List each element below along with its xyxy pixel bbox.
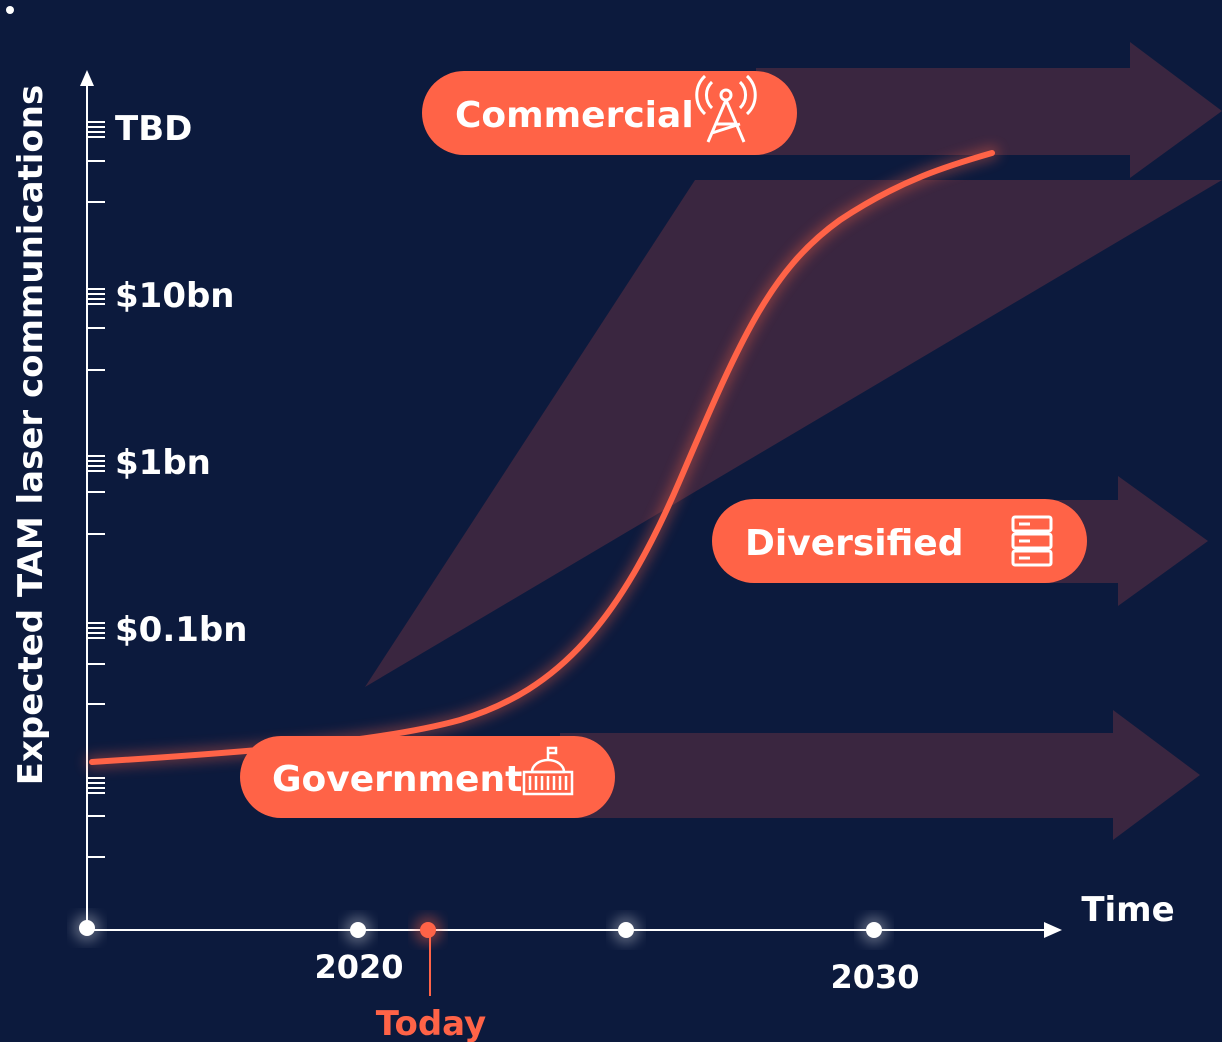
segment-label: Diversified xyxy=(745,523,964,564)
commercial-arrow xyxy=(756,42,1222,178)
segment-label: Government xyxy=(272,759,522,800)
government-arrow xyxy=(560,710,1200,840)
y-tick-label: $0.1bn xyxy=(115,610,247,650)
x-tick-label: 2020 xyxy=(314,948,403,986)
server-icon xyxy=(1011,515,1053,567)
x-axis-label: Time xyxy=(1081,890,1174,930)
segment-label: Commercial xyxy=(455,95,694,136)
y-axis-label: Expected TAM laser communications xyxy=(11,85,51,785)
y-tick-label: $10bn xyxy=(115,276,235,316)
commercial-pill xyxy=(422,71,797,155)
y-tick-label: $1bn xyxy=(115,443,211,483)
x-arrow xyxy=(1044,922,1062,938)
today-label: Today xyxy=(376,1004,486,1042)
bands xyxy=(365,42,1222,840)
diversified-pill xyxy=(712,499,1087,583)
y-tick-label: TBD xyxy=(115,109,192,149)
tower-icon xyxy=(695,74,757,143)
building-icon xyxy=(522,746,574,796)
y-arrow xyxy=(80,70,94,86)
axes xyxy=(80,70,1062,938)
x-dots xyxy=(73,914,888,996)
x-tick-label: 2030 xyxy=(830,958,919,996)
commercial-band xyxy=(365,180,1222,687)
y-ticks xyxy=(87,121,105,858)
dot xyxy=(6,6,14,14)
government-pill xyxy=(240,736,615,818)
